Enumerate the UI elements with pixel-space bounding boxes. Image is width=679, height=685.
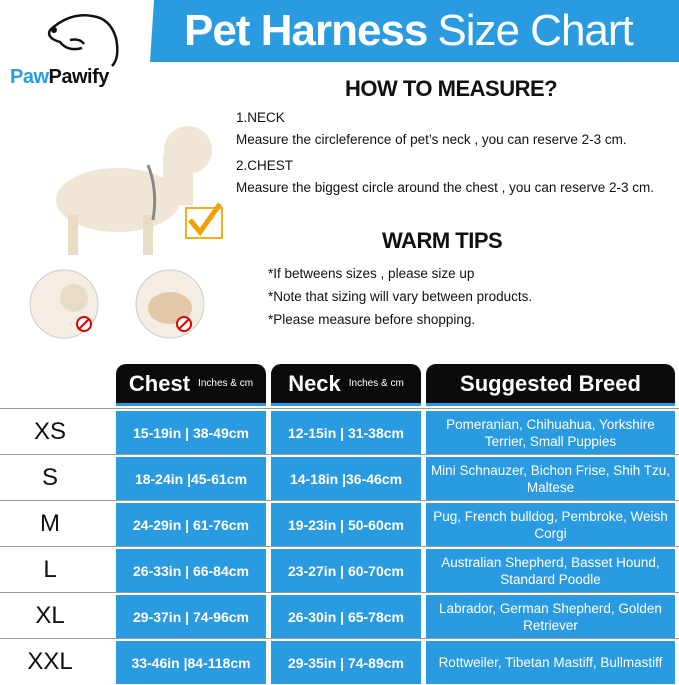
breed-cell: Pug, French bulldog, Pembroke, Weish Cor… [426, 503, 675, 546]
neck-unit: Inches & cm [348, 378, 404, 389]
title-light: Size Chart [437, 6, 633, 55]
title-banner: Pet Harness Size Chart [150, 0, 679, 62]
breed-cell: Labrador, German Shepherd, Golden Retrie… [426, 595, 675, 638]
chest-cell: 15-19in | 38-49cm [116, 411, 266, 454]
chest-cell: 26-33in | 66-84cm [116, 549, 266, 592]
brand-part1: Paw [10, 66, 49, 88]
chest-cell: 18-24in |45-61cm [116, 457, 266, 500]
breed-cell: Australian Shepherd, Basset Hound, Stand… [426, 549, 675, 592]
brand-part2: Pawify [48, 66, 110, 88]
brand-logo: PawPawify [10, 66, 109, 89]
chest-cell: 33-46in |84-118cm [116, 641, 266, 684]
chest-title: 2.CHEST [236, 158, 294, 173]
dog-photo [56, 126, 223, 255]
chest-cell: 29-37in | 74-96cm [116, 595, 266, 638]
neck-title: 1.NECK [236, 110, 285, 125]
title-bold: Pet Harness [184, 6, 428, 55]
neck-cell: 12-15in | 31-38cm [271, 411, 421, 454]
table-row: XXL 33-46in |84-118cm 29-35in | 74-89cm … [0, 638, 679, 684]
neck-header: Neck Inches & cm [271, 364, 421, 406]
warm-tips-heading: WARM TIPS [382, 228, 503, 253]
breed-cell: Pomeranian, Chihuahua, Yorkshire Terrier… [426, 411, 675, 454]
size-label: XS [33, 418, 66, 445]
table-row: S 18-24in |45-61cm 14-18in |36-46cm Mini… [0, 454, 679, 500]
chest-header: Chest Inches & cm [116, 364, 266, 406]
neck-cell: 29-35in | 74-89cm [271, 641, 421, 684]
size-label: S [41, 464, 58, 491]
wrong-fit-neck-photo [29, 269, 99, 339]
breed-cell: Mini Schnauzer, Bichon Frise, Shih Tzu, … [426, 457, 675, 500]
chest-unit: Inches & cm [198, 378, 254, 389]
wrong-fit-chest-photo [135, 269, 205, 339]
table-row: L 26-33in | 66-84cm 23-27in | 60-70cm Au… [0, 546, 679, 592]
neck-text: Measure the circleference of pet’s neck … [236, 132, 627, 147]
neck-cell: 14-18in |36-46cm [271, 457, 421, 500]
neck-cell: 23-27in | 60-70cm [271, 549, 421, 592]
table-row: M 24-29in | 61-76cm 19-23in | 50-60cm Pu… [0, 500, 679, 546]
chest-header-label: Chest [128, 370, 191, 396]
neck-header-label: Neck [288, 370, 341, 396]
tip-1: *If betweens sizes , please size up [268, 266, 475, 281]
size-label: XL [35, 602, 65, 629]
table-row: XL 29-37in | 74-96cm 26-30in | 65-78cm L… [0, 592, 679, 638]
neck-cell: 19-23in | 50-60cm [271, 503, 421, 546]
tip-3: *Please measure before shopping. [268, 312, 476, 327]
breed-cell: Rottweiler, Tibetan Mastiff, Bullmastiff [426, 641, 675, 684]
tip-2: *Note that sizing will vary between prod… [268, 289, 533, 304]
breed-header: Suggested Breed [426, 364, 675, 406]
breed-header-label: Suggested Breed [460, 370, 641, 396]
size-label: XXL [27, 648, 73, 675]
chest-text: Measure the biggest circle around the ch… [236, 180, 654, 195]
size-label: L [43, 556, 57, 583]
neck-cell: 26-30in | 65-78cm [271, 595, 421, 638]
chest-cell: 24-29in | 61-76cm [116, 503, 266, 546]
how-to-measure-heading: HOW TO MEASURE? [345, 76, 558, 101]
dog-logo-icon [47, 14, 119, 67]
table-row: XS 15-19in | 38-49cm 12-15in | 31-38cm P… [0, 408, 679, 454]
size-label: M [40, 510, 60, 537]
